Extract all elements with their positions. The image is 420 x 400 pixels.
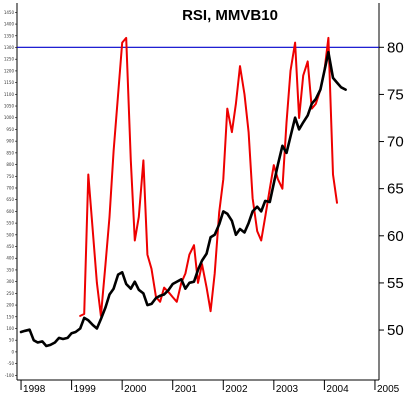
left-tick-label: 1350	[4, 33, 15, 38]
left-tick-label: 200	[6, 303, 14, 308]
x-tick-label: 2004	[326, 384, 349, 395]
left-tick-label: 1250	[4, 57, 15, 62]
left-tick-label: 650	[6, 197, 14, 202]
left-tick-label: 1400	[4, 22, 15, 27]
x-tick-label: 2005	[377, 384, 400, 395]
right-tick-label: 60	[387, 228, 404, 245]
x-tick-label: 2000	[124, 384, 147, 395]
left-tick-label: 500	[6, 232, 14, 237]
right-axis: 50 55 60 65 70 75 80	[379, 39, 404, 339]
left-tick-label: 850	[6, 150, 14, 155]
left-tick-label: 450	[6, 244, 14, 249]
right-tick-label: 75	[387, 86, 404, 103]
plot-frame	[16, 3, 380, 381]
left-tick-label: 600	[6, 209, 14, 214]
left-tick-label: 400	[6, 256, 14, 261]
left-tick-label: 950	[6, 127, 14, 132]
left-tick-label: 900	[6, 139, 14, 144]
series-layer	[19, 36, 347, 348]
left-tick-label: -50	[7, 361, 14, 366]
index-line	[19, 50, 347, 348]
left-tick-label: 0	[11, 349, 14, 354]
left-tick-label: 800	[6, 162, 14, 167]
x-tick-label: 2002	[225, 384, 248, 395]
x-tick-label: 2003	[276, 384, 299, 395]
x-tick-label: 1999	[74, 384, 97, 395]
right-tick-label: 65	[387, 181, 404, 198]
left-tick-label: 1100	[4, 92, 15, 97]
left-tick-label: -100	[5, 373, 15, 378]
left-tick-label: 1200	[4, 68, 15, 73]
right-tick-label: 70	[387, 134, 404, 151]
x-axis: 1998 1999 2000 2001 2002 2003 2004 2005	[20, 380, 400, 395]
left-tick-label: 550	[6, 221, 14, 226]
left-axis: -100 -50 0 50 100 150 200 250 300 350 400 450 500 550…	[4, 10, 17, 378]
left-tick-label: 1050	[4, 104, 15, 109]
left-tick-label: 1150	[4, 80, 15, 85]
left-tick-label: 150	[6, 314, 14, 319]
chart-title: RSI, MMVB10	[182, 7, 278, 24]
x-tick-label: 1998	[23, 384, 46, 395]
left-tick-label: 300	[6, 279, 14, 284]
left-tick-label: 700	[6, 185, 14, 190]
x-tick-label: 2001	[175, 384, 198, 395]
right-tick-label: 80	[387, 39, 404, 56]
right-tick-label: 50	[387, 322, 404, 339]
left-tick-label: 750	[6, 174, 14, 179]
left-tick-label: 50	[9, 338, 15, 343]
left-tick-label: 250	[6, 291, 14, 296]
left-tick-label: 1450	[4, 10, 15, 15]
left-tick-label: 1300	[4, 45, 15, 50]
right-tick-label: 55	[387, 275, 404, 292]
rsi-line	[79, 36, 338, 317]
left-tick-label: 1000	[4, 115, 15, 120]
left-tick-label: 100	[6, 326, 14, 331]
left-tick-label: 350	[6, 267, 14, 272]
